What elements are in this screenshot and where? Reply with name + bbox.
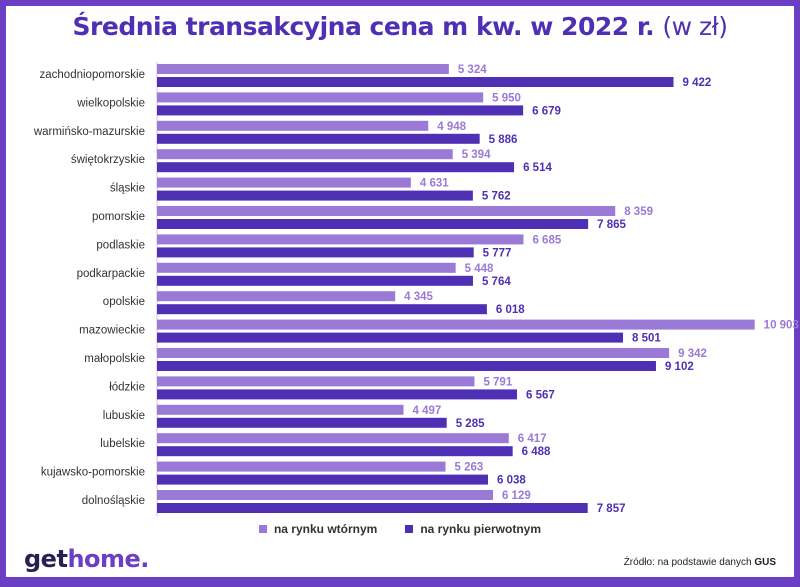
category-label: lubuskie xyxy=(103,410,145,422)
bar-secondary xyxy=(157,404,404,415)
category-label: łódzkie xyxy=(109,381,145,393)
legend-label-secondary: na rynku wtórnym xyxy=(273,522,378,536)
data-label-primary: 5 886 xyxy=(489,134,518,146)
bar-primary xyxy=(157,361,656,371)
data-label-primary: 7 865 xyxy=(597,219,626,231)
source-name: GUS xyxy=(754,557,776,568)
bar-secondary xyxy=(157,177,411,188)
category-label: mazowieckie xyxy=(79,325,145,337)
data-label-secondary: 4 631 xyxy=(420,178,449,190)
data-label-primary: 6 679 xyxy=(532,105,561,117)
data-label-secondary: 5 950 xyxy=(492,92,521,104)
data-label-secondary: 5 448 xyxy=(465,263,494,275)
gethome-logo: gethome. xyxy=(24,545,149,573)
data-label-primary: 6 488 xyxy=(522,446,551,458)
bar-secondary xyxy=(157,64,449,74)
bar-primary xyxy=(157,275,473,286)
bar-secondary xyxy=(157,206,616,216)
data-label-primary: 8 501 xyxy=(632,333,661,345)
data-label-primary: 6 038 xyxy=(497,475,526,487)
legend-item-primary: na rynku pierwotnym xyxy=(405,522,541,536)
source-prefix: Źródło: na podstawie danych xyxy=(623,557,752,568)
legend-swatch-secondary xyxy=(258,525,267,533)
data-label-secondary: 4 345 xyxy=(404,291,433,303)
bar-primary xyxy=(157,332,624,343)
bar-primary xyxy=(157,77,674,87)
data-label-secondary: 4 497 xyxy=(413,405,442,417)
bar-secondary xyxy=(157,262,456,273)
legend-label-primary: na rynku pierwotnym xyxy=(420,522,542,536)
data-label-secondary: 5 263 xyxy=(455,462,484,474)
data-label-primary: 6 018 xyxy=(496,304,525,316)
source-note: Źródło: na podstawie danych GUS xyxy=(624,557,776,568)
category-label: dolnośląskie xyxy=(82,495,145,507)
chart-legend: na rynku wtórnym na rynku pierwotnym xyxy=(0,522,800,536)
bar-secondary xyxy=(157,461,446,472)
bar-secondary xyxy=(157,319,755,330)
data-label-primary: 5 285 xyxy=(456,418,485,430)
data-label-primary: 6 514 xyxy=(523,162,552,174)
data-label-primary: 6 567 xyxy=(526,389,555,401)
data-label-primary: 5 764 xyxy=(482,276,511,288)
data-label-secondary: 6 417 xyxy=(518,433,547,445)
bar-primary xyxy=(157,133,480,144)
category-label: warmińsko-mazurskie xyxy=(33,126,145,138)
bar-primary xyxy=(157,389,517,400)
bar-secondary xyxy=(157,120,429,131)
category-label: lubelskie xyxy=(100,438,145,450)
bar-secondary xyxy=(157,348,670,358)
data-label-secondary: 6 685 xyxy=(532,234,561,246)
data-label-secondary: 5 394 xyxy=(462,149,491,161)
data-label-secondary: 10 903 xyxy=(764,320,799,332)
logo-part-get: get xyxy=(24,545,68,573)
legend-swatch-primary xyxy=(405,525,414,533)
data-label-secondary: 6 129 xyxy=(502,490,531,502)
title-unit: (w zł) xyxy=(662,12,728,41)
bar-primary xyxy=(157,162,515,173)
title-main: Średnia transakcyjna cena m kw. w 2022 r… xyxy=(72,12,655,41)
bar-secondary xyxy=(157,149,453,160)
bar-primary xyxy=(157,247,474,258)
category-label: zachodniopomorskie xyxy=(40,69,145,81)
bar-primary xyxy=(157,446,513,457)
bar-secondary xyxy=(157,92,484,103)
data-label-primary: 5 777 xyxy=(483,247,512,259)
category-label: kujawsko-pomorskie xyxy=(41,467,145,479)
bar-primary xyxy=(157,417,447,428)
data-label-primary: 9 102 xyxy=(665,361,694,373)
data-label-primary: 7 857 xyxy=(597,503,626,515)
bar-primary xyxy=(157,474,488,485)
data-label-primary: 5 762 xyxy=(482,191,511,203)
category-label: małopolskie xyxy=(84,353,145,365)
bar-secondary xyxy=(157,490,493,500)
category-label: wielkopolskie xyxy=(76,97,145,109)
bar-secondary xyxy=(157,433,509,444)
category-label: śląskie xyxy=(110,183,145,195)
legend-item-secondary: na rynku wtórnym xyxy=(258,522,378,536)
chart-title: Średnia transakcyjna cena m kw. w 2022 r… xyxy=(0,12,800,41)
bar-secondary xyxy=(157,291,396,302)
bar-primary xyxy=(157,105,524,116)
bar-primary xyxy=(157,503,588,513)
bar-primary xyxy=(157,304,487,315)
category-label: podlaskie xyxy=(96,239,145,251)
category-label: świętokrzyskie xyxy=(71,154,145,166)
category-label: podkarpackie xyxy=(77,268,145,280)
category-label: pomorskie xyxy=(92,211,145,223)
data-label-secondary: 5 324 xyxy=(458,64,487,76)
data-label-secondary: 4 948 xyxy=(437,121,466,133)
bar-primary xyxy=(157,190,473,201)
bar-primary xyxy=(157,219,589,229)
bar-secondary xyxy=(157,376,475,387)
bar-secondary xyxy=(157,234,524,245)
data-label-secondary: 9 342 xyxy=(678,348,707,360)
logo-part-home: home. xyxy=(67,545,149,573)
category-label: opolskie xyxy=(103,296,145,308)
data-label-primary: 9 422 xyxy=(682,77,711,89)
data-label-secondary: 5 791 xyxy=(483,376,512,388)
data-label-secondary: 8 359 xyxy=(624,206,653,218)
